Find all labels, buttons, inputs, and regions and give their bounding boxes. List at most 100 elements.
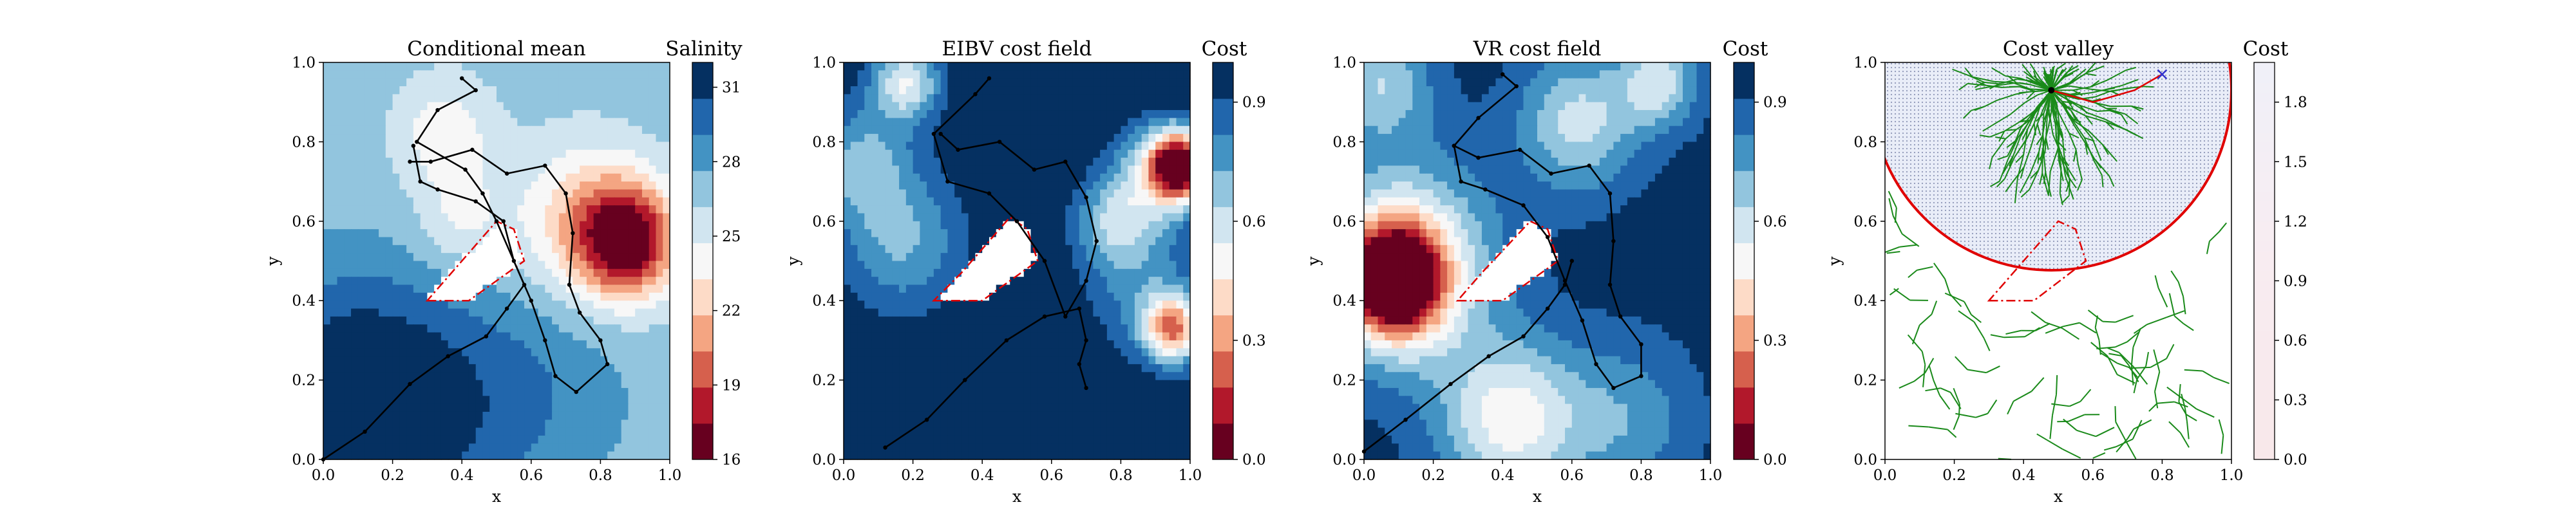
colorbar-band (1734, 387, 1754, 424)
y-tick-label: 0.0 (812, 452, 836, 468)
path-waypoint (578, 311, 582, 315)
colorbar-tick-label: 0.9 (1242, 95, 1266, 111)
x-tick-label: 0.2 (381, 467, 404, 484)
path-waypoint (1521, 335, 1525, 338)
colorbar-band (2254, 251, 2275, 261)
y-tick-label: 0.4 (812, 293, 836, 310)
colorbar-band (1734, 207, 1754, 243)
colorbar-band (2254, 92, 2275, 102)
tree-edge (2002, 87, 2020, 88)
colorbar-tick-label: 0.0 (2284, 452, 2307, 468)
y-tick-label: 0.0 (292, 452, 316, 468)
y-tick-label: 0.4 (1853, 293, 1877, 310)
path-waypoint (484, 335, 488, 338)
colorbar-band (692, 243, 713, 279)
colorbar-band (692, 351, 713, 388)
colorbar-tick-label: 0.3 (1242, 333, 1266, 349)
colorbar-band (2254, 350, 2275, 360)
colorbar-band (692, 207, 713, 243)
colorbar-band (1734, 243, 1754, 279)
y-tick-label: 0.8 (1332, 134, 1356, 151)
colorbar-band (2254, 380, 2275, 391)
colorbar-band (2254, 132, 2275, 142)
x-tick-label: 0.0 (832, 467, 856, 484)
x-tick-label: 0.8 (1109, 467, 1133, 484)
colorbar-band (2254, 390, 2275, 400)
colorbar-band (692, 279, 713, 316)
path-waypoint (987, 191, 991, 195)
path-waypoint (1448, 382, 1452, 386)
path-waypoint (408, 382, 412, 386)
x-axis-label: x (1012, 487, 1021, 506)
path-waypoint (418, 180, 422, 183)
colorbar-tick-label: 0.3 (1763, 333, 1787, 349)
path-waypoint (543, 338, 547, 342)
path-waypoint (925, 418, 929, 421)
colorbar-band (1213, 134, 1233, 171)
path-waypoint (435, 187, 439, 191)
colorbar-band (2254, 211, 2275, 221)
colorbar-tick-label: 1.5 (2284, 154, 2307, 171)
path-waypoint (435, 108, 439, 112)
path-waypoint (1546, 235, 1549, 239)
y-tick-label: 0.8 (1853, 134, 1877, 151)
path-waypoint (1403, 418, 1407, 421)
path-waypoint (932, 132, 936, 136)
colorbar-band (1213, 423, 1233, 460)
path-waypoint (1084, 386, 1088, 390)
y-tick-label: 0.2 (812, 373, 836, 389)
tree-edge (1959, 404, 1960, 416)
path-waypoint (470, 148, 474, 152)
path-waypoint (1570, 259, 1574, 263)
path-waypoint (1084, 338, 1088, 342)
tree-edge (2069, 180, 2070, 196)
colorbar-band (1213, 171, 1233, 207)
path-waypoint (1077, 306, 1081, 310)
path-waypoint (567, 282, 571, 286)
colorbar-tick-label: 0.0 (1242, 452, 1266, 468)
path-waypoint (415, 140, 419, 143)
colorbar-tick-label: 19 (722, 377, 741, 394)
path-waypoint (474, 199, 478, 203)
colorbar-tick-label: 0.3 (2284, 392, 2307, 409)
colorbar-tick-label: 22 (722, 303, 741, 320)
path-waypoint (1084, 279, 1088, 282)
y-tick-label: 0.6 (1853, 214, 1877, 230)
path-waypoint (1459, 180, 1463, 183)
colorbar-title: Cost (1202, 37, 1247, 60)
colorbar-band (2254, 162, 2275, 172)
y-tick-label: 0.0 (1853, 452, 1877, 468)
x-tick-label: 1.0 (1699, 467, 1723, 484)
colorbar-band (2254, 430, 2275, 440)
colorbar-band (2254, 420, 2275, 430)
path-waypoint (1594, 362, 1598, 366)
colorbar-band (2254, 172, 2275, 182)
path-waypoint (1476, 156, 1480, 160)
path-waypoint (529, 299, 533, 302)
colorbar-band (2254, 320, 2275, 331)
colorbar-band (2254, 410, 2275, 420)
colorbar-band (2254, 291, 2275, 301)
x-tick-label: 0.6 (1040, 467, 1064, 484)
path-waypoint (1580, 319, 1584, 322)
y-axis-label: y (1304, 256, 1323, 266)
x-tick-label: 1.0 (658, 467, 682, 484)
colorbar-band (2254, 360, 2275, 371)
y-tick-label: 0.4 (292, 293, 316, 310)
colorbar-title: Cost (1723, 37, 1768, 60)
current-location (2048, 87, 2054, 93)
tree-edge (2058, 126, 2059, 142)
path-waypoint (1587, 163, 1591, 167)
path-waypoint (1015, 219, 1019, 223)
y-tick-label: 1.0 (292, 55, 316, 71)
path-waypoint (408, 160, 412, 163)
path-waypoint (1518, 148, 1522, 152)
path-waypoint (495, 219, 498, 223)
path-waypoint (1483, 187, 1487, 191)
colorbar-band (1734, 315, 1754, 352)
path-waypoint (460, 76, 464, 80)
